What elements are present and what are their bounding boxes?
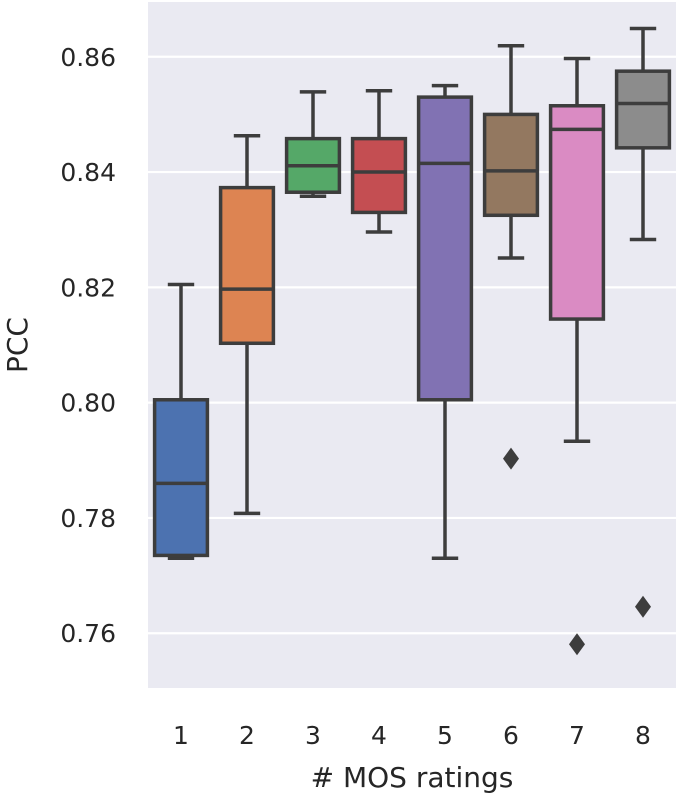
x-axis-label: # MOS ratings bbox=[311, 761, 514, 794]
box-7 bbox=[548, 56, 606, 656]
outlier-marker bbox=[635, 595, 651, 618]
y-tick-label: 0.86 bbox=[60, 43, 116, 72]
box-6 bbox=[482, 44, 540, 470]
box-3 bbox=[284, 90, 342, 199]
y-axis-label: PCC bbox=[1, 317, 34, 373]
y-tick-label: 0.78 bbox=[60, 504, 116, 533]
box-5 bbox=[416, 83, 474, 561]
iqr-box bbox=[152, 398, 210, 558]
y-tick-label: 0.82 bbox=[60, 273, 116, 302]
iqr-box bbox=[548, 104, 606, 321]
iqr-box bbox=[614, 69, 672, 150]
box-8 bbox=[614, 26, 672, 618]
boxes-layer bbox=[152, 26, 672, 656]
y-tick-labels: 0.76 0.78 0.80 0.82 0.84 0.86 bbox=[60, 43, 116, 648]
iqr-box bbox=[416, 95, 474, 402]
iqr-box bbox=[218, 185, 276, 346]
y-tick-label: 0.84 bbox=[60, 158, 116, 187]
x-tick-label: 2 bbox=[239, 721, 255, 750]
box-2 bbox=[218, 133, 276, 516]
box-1 bbox=[152, 282, 210, 561]
x-tick-label: 4 bbox=[371, 721, 387, 750]
iqr-box bbox=[350, 136, 408, 215]
x-tick-label: 5 bbox=[437, 721, 453, 750]
x-tick-labels: 1 2 3 4 5 6 7 8 bbox=[173, 721, 651, 750]
outlier-marker bbox=[503, 447, 519, 470]
x-tick-label: 8 bbox=[635, 721, 651, 750]
y-tick-label: 0.80 bbox=[60, 389, 116, 418]
x-tick-label: 6 bbox=[503, 721, 519, 750]
x-tick-label: 3 bbox=[305, 721, 321, 750]
x-tick-label: 7 bbox=[569, 721, 585, 750]
y-tick-label: 0.76 bbox=[60, 619, 116, 648]
box-4 bbox=[350, 89, 408, 234]
outlier-marker bbox=[569, 633, 585, 656]
x-tick-label: 1 bbox=[173, 721, 189, 750]
iqr-box bbox=[482, 112, 540, 218]
